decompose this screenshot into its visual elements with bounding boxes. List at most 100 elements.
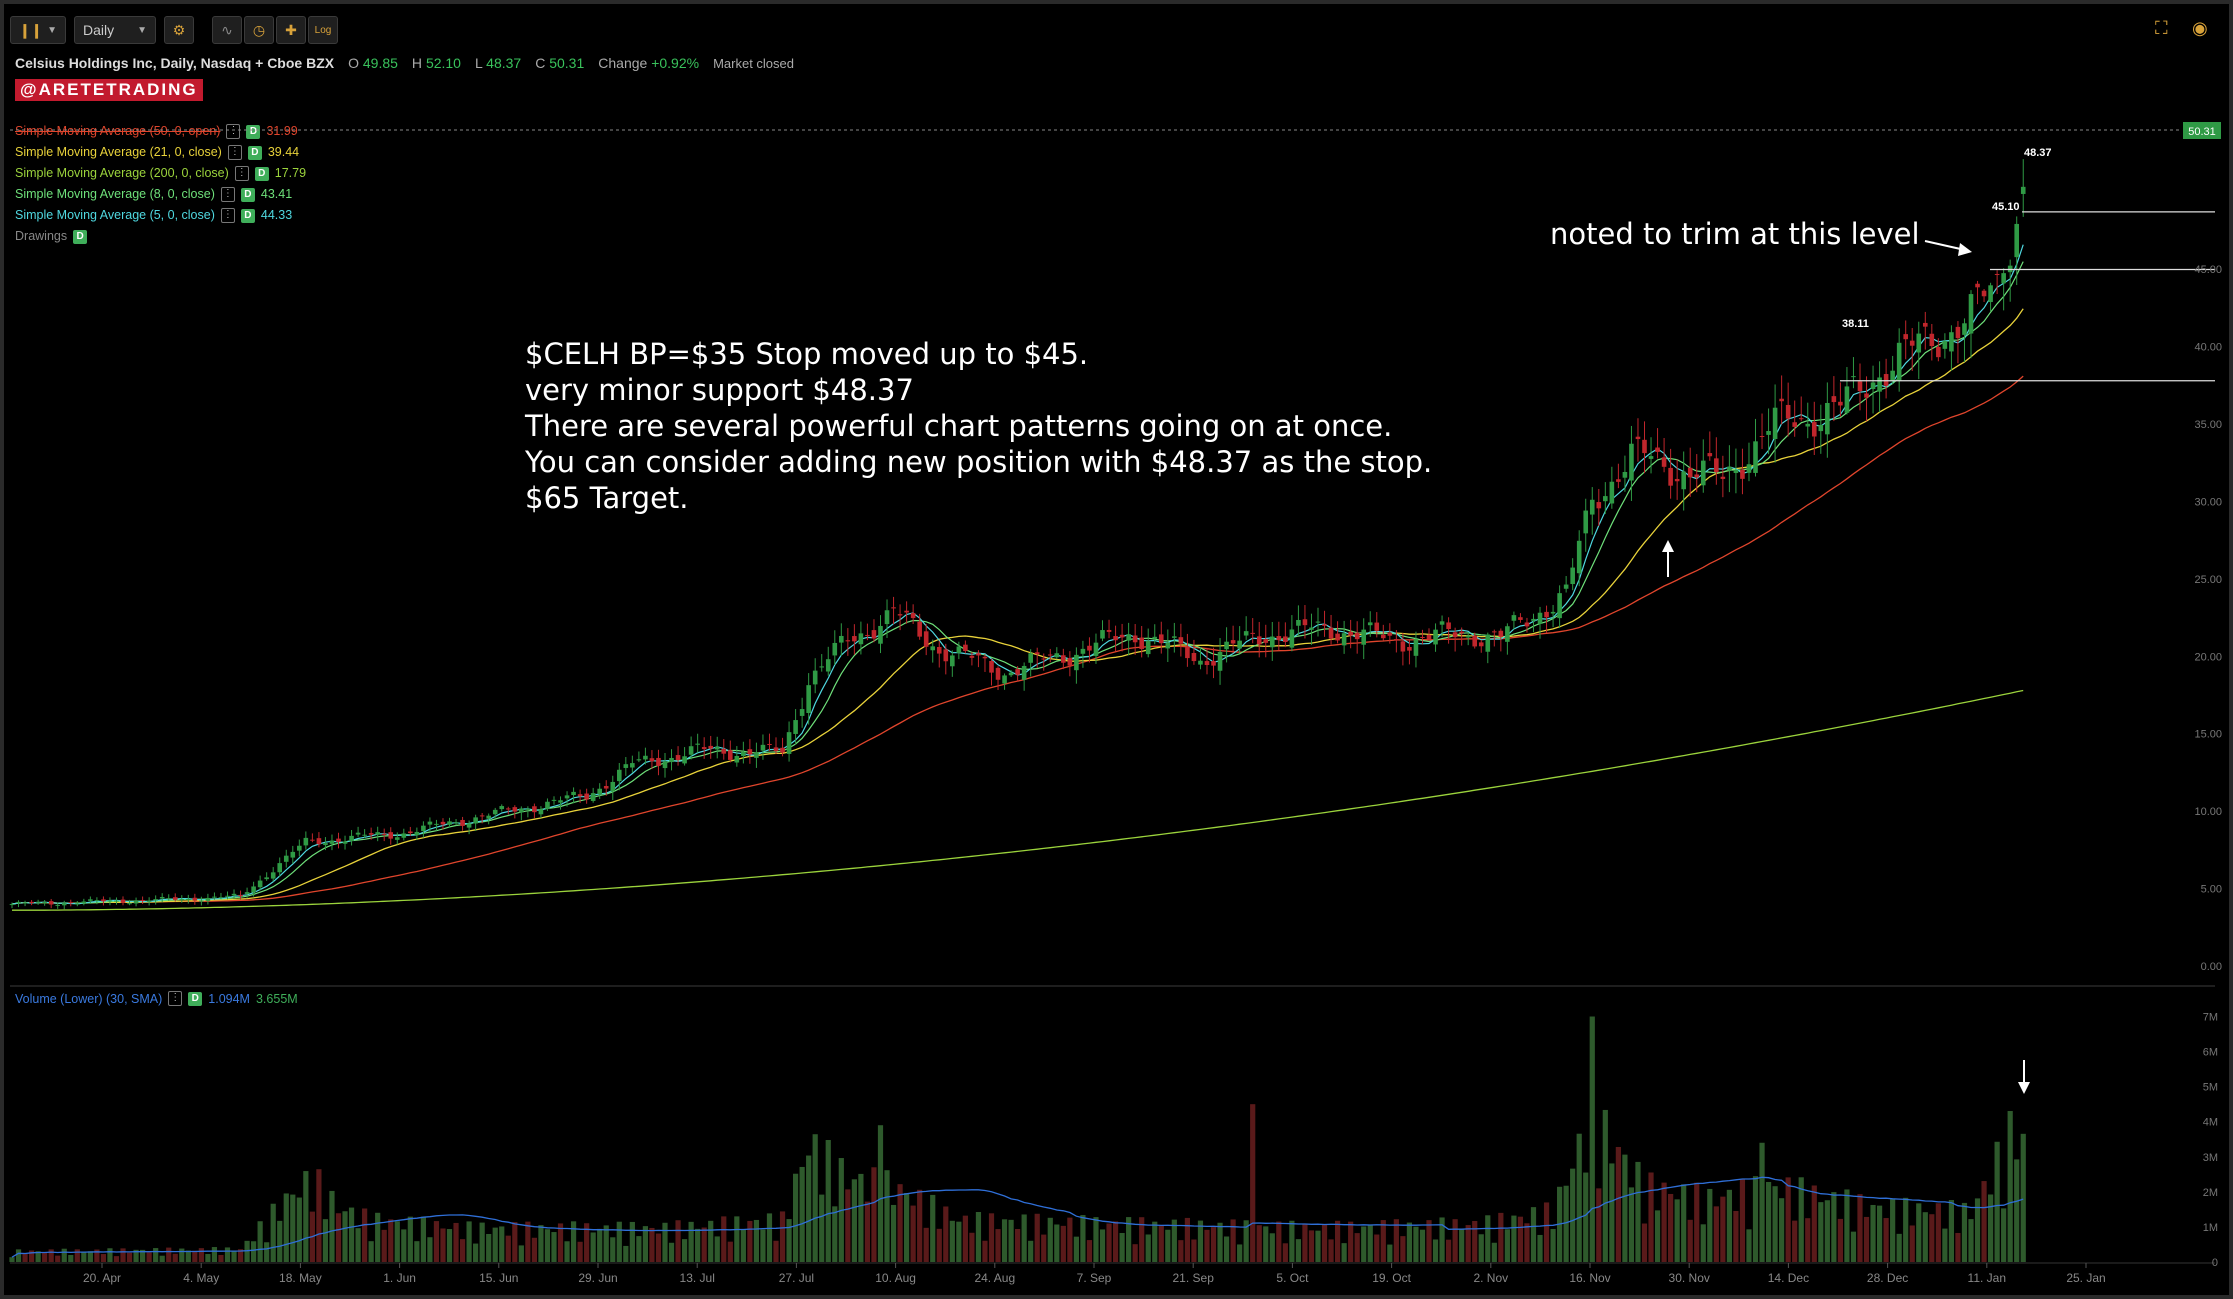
candle-body xyxy=(1145,640,1151,655)
volume-legend[interactable]: Volume (Lower) (30, SMA) ⋮ D 1.094M 3.65… xyxy=(15,991,298,1006)
volume-bar xyxy=(1119,1233,1125,1262)
volume-bar xyxy=(505,1235,511,1262)
volume-bar xyxy=(819,1194,825,1262)
volume-bar xyxy=(1609,1163,1615,1262)
time-button[interactable]: ◷ xyxy=(244,16,274,44)
chart-separators xyxy=(10,985,2215,1264)
candle-body xyxy=(1576,540,1582,574)
data-badge-icon[interactable]: D xyxy=(188,991,203,1006)
volume-bar xyxy=(584,1223,590,1262)
study-sma-21[interactable]: Simple Moving Average (21, 0, close) ⋮ D… xyxy=(15,142,306,163)
data-badge-icon[interactable]: D xyxy=(240,187,255,202)
candle-body xyxy=(936,646,942,654)
crosshair-icon: ✚ xyxy=(285,21,297,38)
candle-body xyxy=(721,748,727,754)
volume-bar xyxy=(1034,1213,1040,1262)
volume-bar xyxy=(205,1253,211,1262)
volume-bar xyxy=(525,1221,531,1262)
drawings-row[interactable]: Drawings D xyxy=(15,226,306,247)
settings-button[interactable]: ⚙ xyxy=(164,16,194,44)
candle-body xyxy=(1243,631,1249,636)
candle-body xyxy=(1746,464,1752,473)
candle-body xyxy=(1779,398,1784,402)
crosshair-button[interactable]: ✚ xyxy=(276,16,306,44)
study-menu-icon[interactable]: ⋮ xyxy=(227,145,242,160)
high-label: H xyxy=(411,55,423,71)
candle-body xyxy=(68,902,74,904)
volume-bar xyxy=(649,1227,655,1262)
candle-body xyxy=(323,843,328,846)
volume-bar xyxy=(753,1219,760,1262)
screenshot-button[interactable]: ◉ xyxy=(2192,18,2208,39)
candle-body xyxy=(440,821,446,825)
volume-bar xyxy=(616,1221,622,1262)
volume-bar xyxy=(1844,1189,1850,1262)
candle-body xyxy=(1785,404,1791,419)
volume-bar xyxy=(1452,1219,1458,1262)
study-sma-8[interactable]: Simple Moving Average (8, 0, close) ⋮ D … xyxy=(15,184,306,205)
volume-bar xyxy=(1785,1177,1791,1262)
candle-body xyxy=(734,755,740,763)
fullscreen-button[interactable]: ⛶ xyxy=(2155,18,2168,39)
low-label: L xyxy=(474,55,483,71)
data-badge-icon[interactable]: D xyxy=(240,208,255,223)
volume-bar xyxy=(1681,1184,1687,1262)
volume-bar xyxy=(1178,1240,1184,1262)
study-sma-200[interactable]: Simple Moving Average (200, 0, close) ⋮ … xyxy=(15,163,306,184)
chart-style-select[interactable]: ❙❙ ▼ xyxy=(10,16,66,44)
study-menu-icon[interactable]: ⋮ xyxy=(220,187,235,202)
volume-bar xyxy=(1139,1217,1145,1262)
volume-bar xyxy=(2020,1133,2026,1262)
candle-body xyxy=(1335,633,1340,641)
study-sma-5[interactable]: Simple Moving Average (5, 0, close) ⋮ D … xyxy=(15,205,306,226)
candle-body xyxy=(1857,381,1863,392)
volume-bar xyxy=(1870,1204,1876,1262)
volume-bar xyxy=(1210,1227,1217,1262)
volume-bar xyxy=(1112,1221,1119,1262)
candle-body xyxy=(1204,661,1210,666)
study-menu-icon[interactable]: ⋮ xyxy=(168,991,183,1006)
candle-body xyxy=(421,825,426,832)
volume-bar xyxy=(55,1255,61,1262)
data-badge-icon[interactable]: D xyxy=(247,145,262,160)
date-tick-label: 5. Oct xyxy=(1276,1271,1309,1285)
candle-body xyxy=(545,801,550,809)
candle-bars-icon: ❙❙ xyxy=(19,21,43,38)
volume-bar xyxy=(231,1251,237,1262)
data-badge-icon[interactable]: D xyxy=(254,166,269,181)
candle-body xyxy=(1838,401,1843,406)
candle-body xyxy=(1465,635,1471,638)
volume-bar xyxy=(1302,1223,1308,1262)
candle-body xyxy=(1962,323,1967,335)
candle-body xyxy=(505,808,511,810)
candle-body xyxy=(845,640,851,642)
drawing-tool-button[interactable]: ∿ xyxy=(212,16,242,44)
volume-bar xyxy=(348,1207,355,1262)
volume-bar xyxy=(9,1257,15,1262)
data-badge-icon[interactable]: D xyxy=(73,229,88,244)
volume-bar xyxy=(1694,1182,1700,1262)
interval-select[interactable]: Daily ▼ xyxy=(74,16,156,44)
trade-annotation: $CELH BP=$35 Stop moved up to $45. very … xyxy=(525,336,1432,516)
date-tick-label: 14. Dec xyxy=(1768,1271,1809,1285)
volume-bar xyxy=(1550,1228,1556,1262)
log-scale-button[interactable]: Log xyxy=(308,16,338,44)
candle-body xyxy=(401,833,407,838)
candle-body xyxy=(760,744,766,751)
study-menu-icon[interactable]: ⋮ xyxy=(220,208,235,223)
data-badge-icon[interactable]: D xyxy=(246,124,261,139)
study-menu-icon[interactable]: ⋮ xyxy=(234,166,249,181)
candle-body xyxy=(120,899,126,903)
volume-bar xyxy=(1857,1194,1863,1262)
volume-bar xyxy=(1955,1232,1961,1262)
annotation-line: There are several powerful chart pattern… xyxy=(525,409,1393,443)
candle-body xyxy=(212,896,217,898)
volume-bar xyxy=(727,1241,733,1262)
volume-bar xyxy=(237,1249,244,1262)
volume-bar xyxy=(342,1211,348,1262)
volume-bar xyxy=(1432,1239,1439,1262)
candle-body xyxy=(1008,672,1014,676)
volume-bar xyxy=(681,1239,688,1262)
volume-bar xyxy=(1001,1219,1008,1262)
